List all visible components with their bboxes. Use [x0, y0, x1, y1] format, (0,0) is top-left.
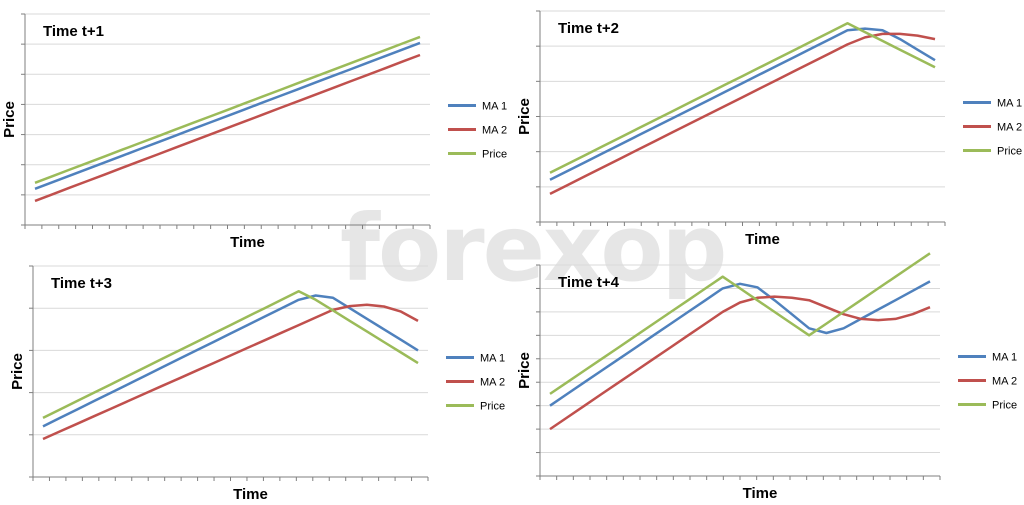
legend-label: MA 1 [480, 353, 505, 365]
legend-label: MA 1 [482, 101, 507, 113]
legend-label: MA 2 [482, 125, 507, 137]
chart-panel-t4: Time t+4 Time Price MA 1 MA 2 Price [512, 252, 1024, 505]
chart-title: Time t+1 [43, 23, 104, 40]
legend-label: Price [997, 146, 1022, 158]
legend-label: Price [992, 400, 1017, 412]
legend-label: MA 2 [480, 377, 505, 389]
chart-svg: Time t+4 Time Price MA 1 MA 2 Price [516, 252, 1017, 502]
x-axis-label: Time [230, 234, 265, 251]
series-line-price [34, 35, 421, 184]
y-axis-label: Price [9, 353, 26, 390]
y-axis-label: Price [516, 352, 533, 389]
gridlines [25, 13, 430, 196]
legend-label: Price [482, 149, 507, 161]
series-line-ma-1 [549, 280, 931, 407]
legend: MA 1 MA 2 Price [448, 101, 507, 161]
x-axis-label: Time [745, 231, 780, 248]
series-line-ma-2 [42, 303, 419, 441]
series-line-ma-2 [549, 32, 936, 196]
chart-panel-t2: Time t+2 Time Price MA 1 MA 2 Price [512, 0, 1024, 252]
y-axis-label: Price [516, 98, 533, 135]
legend: MA 1 MA 2 Price [958, 352, 1017, 412]
series-line-ma-1 [42, 294, 419, 428]
x-axis-label: Time [233, 486, 268, 503]
chart-title: Time t+3 [51, 275, 112, 292]
x-axis-label: Time [743, 485, 778, 502]
chart-svg: Time t+3 Time Price MA 1 MA 2 Price [9, 265, 505, 503]
chart-title: Time t+4 [558, 274, 620, 291]
legend-label: MA 1 [992, 352, 1017, 364]
chart-svg: Time t+1 Time Price MA 1 MA 2 Price [1, 13, 507, 251]
gridlines [33, 265, 428, 436]
legend: MA 1 MA 2 Price [963, 98, 1022, 158]
series-line-price [549, 252, 931, 395]
legend: MA 1 MA 2 Price [446, 353, 505, 413]
chart-panel-t1: Time t+1 Time Price MA 1 MA 2 Price [0, 0, 512, 252]
series-line-ma-1 [549, 27, 936, 181]
series-line-ma-2 [34, 53, 421, 203]
series-line-price [42, 290, 419, 420]
series-line-ma-1 [34, 41, 421, 190]
series-line-ma-2 [549, 295, 931, 431]
legend-label: MA 2 [992, 376, 1017, 388]
chart-panel-t3: Time t+3 Time Price MA 1 MA 2 Price [0, 252, 512, 505]
series-line-price [549, 22, 936, 174]
chart-svg: Time t+2 Time Price MA 1 MA 2 Price [516, 10, 1022, 248]
y-axis-label: Price [1, 101, 18, 138]
legend-label: MA 2 [997, 122, 1022, 134]
legend-label: Price [480, 401, 505, 413]
chart-title: Time t+2 [558, 20, 619, 37]
gridlines [540, 10, 945, 188]
legend-label: MA 1 [997, 98, 1022, 110]
